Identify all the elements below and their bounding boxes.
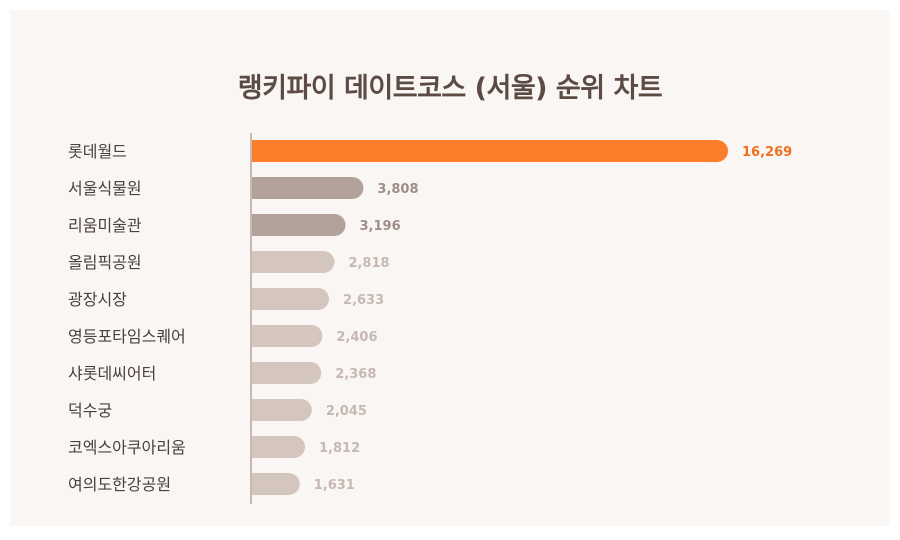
bar bbox=[252, 251, 335, 273]
bar bbox=[252, 140, 728, 162]
category-label: 샤롯데씨어터 bbox=[68, 364, 156, 383]
chart-card bbox=[10, 10, 890, 526]
bar bbox=[252, 177, 364, 199]
value-label: 16,269 bbox=[742, 145, 792, 160]
value-label: 1,631 bbox=[314, 478, 355, 493]
category-label: 롯데월드 bbox=[68, 142, 127, 161]
bar bbox=[252, 362, 322, 384]
value-label: 2,368 bbox=[335, 367, 376, 382]
bar bbox=[252, 473, 300, 495]
chart-title: 랭키파이 데이트코스 (서울) 순위 차트 bbox=[237, 73, 663, 104]
category-label: 영등포타임스퀘어 bbox=[68, 327, 186, 346]
value-label: 3,808 bbox=[377, 182, 418, 197]
bar bbox=[252, 214, 346, 236]
bar bbox=[252, 436, 306, 458]
category-label: 코엑스아쿠아리움 bbox=[68, 438, 186, 457]
bar bbox=[252, 399, 312, 421]
bar bbox=[252, 325, 323, 347]
category-label: 여의도한강공원 bbox=[68, 475, 171, 494]
category-label: 서울식물원 bbox=[68, 179, 142, 198]
value-label: 3,196 bbox=[360, 219, 401, 234]
category-label: 올림픽공원 bbox=[68, 253, 142, 272]
value-label: 1,812 bbox=[319, 441, 360, 456]
category-label: 리움미술관 bbox=[68, 216, 142, 235]
bar bbox=[252, 288, 330, 310]
value-label: 2,406 bbox=[336, 330, 377, 345]
category-label: 광장시장 bbox=[68, 290, 127, 309]
value-label: 2,633 bbox=[343, 293, 384, 308]
category-label: 덕수궁 bbox=[68, 401, 112, 420]
value-label: 2,045 bbox=[326, 404, 367, 419]
value-label: 2,818 bbox=[348, 256, 389, 271]
